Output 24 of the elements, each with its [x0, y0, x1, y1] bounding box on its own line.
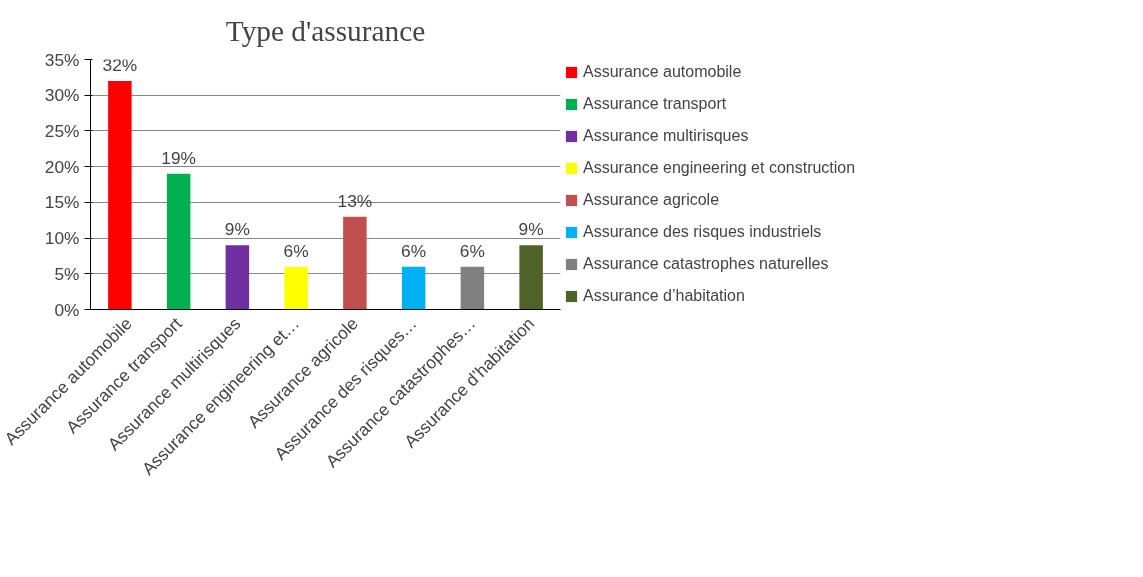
data-label: 6% [401, 240, 427, 261]
y-tick-label: 0% [54, 299, 80, 320]
data-label: 6% [283, 240, 309, 261]
y-tick-label: 20% [44, 156, 80, 177]
legend-label: Assurance des risques industriels [583, 223, 822, 241]
y-tick-label: 5% [54, 263, 80, 284]
legend-label: Assurance agricole [583, 191, 720, 209]
legend-label: Assurance d’habitation [583, 287, 745, 305]
data-label: 9% [224, 219, 250, 240]
chart-title: Type d'assurance [225, 15, 426, 47]
data-label: 32% [102, 54, 138, 75]
y-tick-label: 35% [44, 49, 80, 70]
legend-label: Assurance multirisques [583, 127, 749, 145]
data-label: 9% [518, 219, 544, 240]
legend-label: Assurance engineering et construction [583, 159, 856, 177]
y-tick-label: 15% [44, 192, 80, 213]
y-tick-label: 30% [44, 85, 80, 106]
legend-label: Assurance transport [583, 95, 727, 113]
data-label: 6% [459, 240, 485, 261]
y-tick-label: 25% [44, 120, 80, 141]
legend-label: Assurance catastrophes naturelles [583, 255, 829, 273]
y-tick-label: 10% [44, 228, 80, 249]
data-label: 19% [161, 147, 196, 168]
legend-label: Assurance automobile [583, 63, 742, 81]
